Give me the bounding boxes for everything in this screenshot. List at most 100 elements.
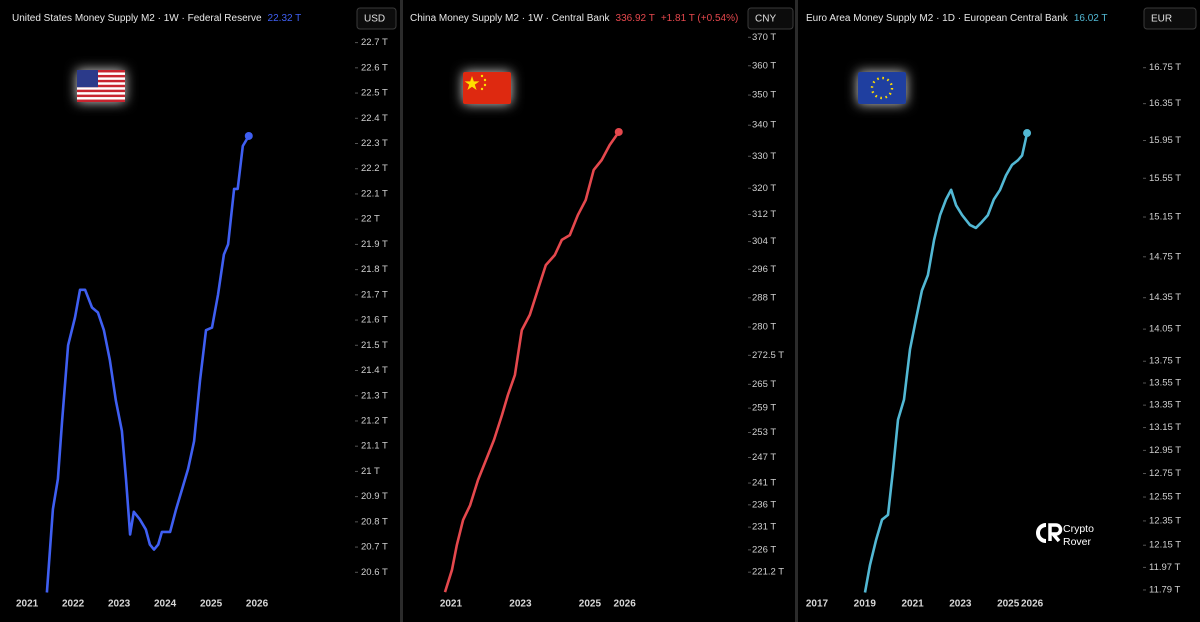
y-tick-label: 14.35 T xyxy=(1149,292,1181,303)
y-tick-label: 12.35 T xyxy=(1149,515,1181,526)
panel-divider xyxy=(795,0,798,622)
y-tick-label: 304 T xyxy=(752,236,776,247)
y-tick-label: 22.2 T xyxy=(361,163,388,174)
y-tick-label: 320 T xyxy=(752,183,776,194)
y-tick-label: 20.7 T xyxy=(361,542,388,553)
y-tick-label: 15.55 T xyxy=(1149,173,1181,184)
y-tick-label: 12.55 T xyxy=(1149,492,1181,503)
y-tick-label: 16.35 T xyxy=(1149,98,1181,109)
x-tick-label: 2026 xyxy=(1021,599,1044,610)
x-tick-label: 2026 xyxy=(614,599,637,610)
y-tick-label: 21.5 T xyxy=(361,340,388,351)
last-value: 336.92 T xyxy=(616,13,655,24)
y-tick-label: 22.3 T xyxy=(361,138,388,149)
eu-flag xyxy=(858,72,906,104)
y-tick-label: 12.15 T xyxy=(1149,540,1181,551)
y-tick-label: 312 T xyxy=(752,209,776,220)
y-tick-label: 288 T xyxy=(752,292,776,303)
currency-button[interactable] xyxy=(356,7,397,30)
y-tick-label: 21.4 T xyxy=(361,365,388,376)
series-line xyxy=(863,132,1029,593)
change-value: +1.81 T (+0.54%) xyxy=(661,13,738,24)
y-tick-label: 253 T xyxy=(752,427,776,438)
currency-label: CNY xyxy=(755,14,776,25)
currency-button[interactable] xyxy=(1143,7,1197,30)
y-tick-label: 296 T xyxy=(752,264,776,275)
y-tick-label: 13.15 T xyxy=(1149,422,1181,433)
y-tick-label: 13.35 T xyxy=(1149,400,1181,411)
y-tick-label: 236 T xyxy=(752,499,776,510)
y-tick-label: 11.79 T xyxy=(1149,584,1181,595)
y-tick-label: 15.95 T xyxy=(1149,135,1181,146)
y-tick-label: 21.6 T xyxy=(361,315,388,326)
y-tick-label: 22.5 T xyxy=(361,88,388,99)
y-tick-label: 241 T xyxy=(752,478,776,489)
x-tick-label: 2023 xyxy=(949,599,972,610)
y-tick-label: 15.15 T xyxy=(1149,212,1181,223)
y-tick-label: 21.9 T xyxy=(361,239,388,250)
series-line xyxy=(45,135,250,593)
y-tick-label: 13.75 T xyxy=(1149,356,1181,367)
y-tick-label: 14.05 T xyxy=(1149,324,1181,335)
y-tick-label: 21.1 T xyxy=(361,441,388,452)
y-tick-label: 221.2 T xyxy=(752,567,784,578)
y-tick-label: 20.9 T xyxy=(361,491,388,502)
y-tick-label: 265 T xyxy=(752,379,776,390)
y-tick-label: 22.1 T xyxy=(361,188,388,199)
watermark-text: Crypto xyxy=(1063,523,1094,535)
currency-label: USD xyxy=(364,14,385,25)
y-tick-label: 360 T xyxy=(752,60,776,71)
x-tick-label: 2025 xyxy=(997,599,1020,610)
y-tick-label: 20.8 T xyxy=(361,516,388,527)
last-value: 22.32 T xyxy=(268,13,302,24)
y-tick-label: 21.7 T xyxy=(361,289,388,300)
x-tick-label: 2017 xyxy=(806,599,829,610)
y-tick-label: 22.4 T xyxy=(361,113,388,124)
y-tick-label: 272.5 T xyxy=(752,350,784,361)
x-tick-label: 2023 xyxy=(509,599,532,610)
watermark-logo xyxy=(1036,523,1063,543)
x-tick-label: 2022 xyxy=(62,599,85,610)
y-tick-label: 247 T xyxy=(752,452,776,463)
x-tick-label: 2024 xyxy=(154,599,177,610)
currency-label: EUR xyxy=(1151,14,1172,25)
y-tick-label: 12.95 T xyxy=(1149,445,1181,456)
y-tick-label: 20.6 T xyxy=(361,567,388,578)
chart-header: United States Money Supply M2 · 1W · Fed… xyxy=(12,13,301,24)
y-tick-label: 231 T xyxy=(752,522,776,533)
panel-divider xyxy=(400,0,403,622)
y-tick-label: 13.55 T xyxy=(1149,378,1181,389)
chart-header: Euro Area Money Supply M2 · 1D · Europea… xyxy=(806,13,1108,24)
y-tick-label: 22.6 T xyxy=(361,62,388,73)
currency-button[interactable] xyxy=(747,7,794,30)
y-tick-label: 22 T xyxy=(361,214,380,225)
y-tick-label: 340 T xyxy=(752,120,776,131)
chart-title: United States Money Supply M2 · 1W · Fed… xyxy=(12,13,262,24)
chart-title: Euro Area Money Supply M2 · 1D · Europea… xyxy=(806,13,1069,24)
chart-header: China Money Supply M2 · 1W · Central Ban… xyxy=(410,13,738,24)
x-tick-label: 2026 xyxy=(246,599,269,610)
last-point xyxy=(1023,129,1032,138)
y-tick-label: 21.3 T xyxy=(361,390,388,401)
x-tick-label: 2023 xyxy=(108,599,131,610)
y-tick-label: 22.7 T xyxy=(361,37,388,48)
y-tick-label: 16.75 T xyxy=(1149,62,1181,73)
last-value: 16.02 T xyxy=(1074,13,1108,24)
x-tick-label: 2021 xyxy=(901,599,924,610)
x-tick-label: 2021 xyxy=(16,599,39,610)
x-tick-label: 2021 xyxy=(440,599,463,610)
x-tick-label: 2025 xyxy=(579,599,602,610)
y-tick-label: 12.75 T xyxy=(1149,468,1181,479)
last-point xyxy=(244,131,253,140)
y-tick-label: 330 T xyxy=(752,151,776,162)
watermark-text: Rover xyxy=(1063,536,1092,548)
x-tick-label: 2025 xyxy=(200,599,223,610)
x-tick-label: 2019 xyxy=(854,599,877,610)
y-tick-label: 14.75 T xyxy=(1149,251,1181,262)
y-tick-label: 280 T xyxy=(752,322,776,333)
y-tick-label: 226 T xyxy=(752,544,776,555)
y-tick-label: 370 T xyxy=(752,32,776,43)
china-flag xyxy=(463,72,511,104)
